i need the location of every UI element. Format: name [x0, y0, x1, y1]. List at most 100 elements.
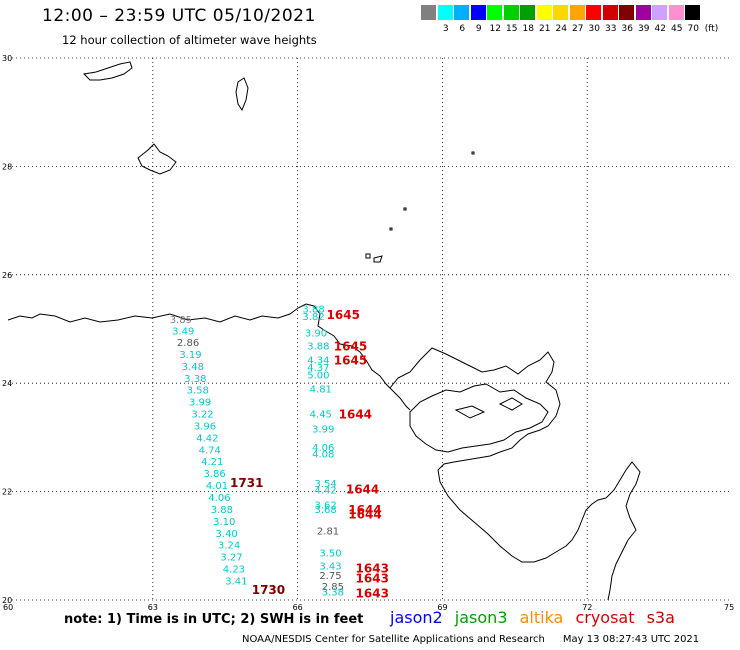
swh-value: 3.38 — [184, 374, 206, 385]
pass-time: 1643 — [356, 571, 389, 585]
scale-label: 70 — [687, 24, 699, 34]
map-title: 12:00 – 23:59 UTC 05/10/2021 — [42, 6, 316, 26]
swh-value: 4.06 — [208, 493, 230, 504]
scale-label: 27 — [572, 24, 584, 34]
scale-label: 30 — [588, 24, 600, 34]
swh-value: 3.24 — [218, 541, 240, 552]
swh-value: 4.37 — [307, 363, 329, 374]
latitude-label: 30 — [2, 54, 12, 63]
pass-time: 1644 — [348, 503, 381, 517]
scale-unit: (ft) — [704, 24, 719, 34]
scale-label: 9 — [475, 24, 482, 34]
scale-swatch — [619, 5, 635, 20]
scale-label: 33 — [605, 24, 617, 34]
longitude-label: 75 — [724, 603, 734, 612]
legend-altika: altika — [519, 608, 564, 627]
swh-value: 3.54 — [314, 479, 336, 490]
scale-swatch — [652, 5, 668, 20]
scale-swatch — [520, 5, 536, 20]
scale-swatch — [503, 5, 520, 20]
scale-swatch — [454, 5, 470, 20]
swh-value: 3.22 — [191, 410, 213, 421]
pass-time: 1643 — [356, 562, 389, 576]
scale-label: 3 — [442, 24, 449, 34]
swh-value: 3.82 — [302, 312, 324, 323]
swh-track-west: 3.853.492.863.193.483.383.583.993.223.96… — [170, 315, 248, 587]
swh-value: 3.43 — [319, 561, 341, 572]
scale-swatch — [421, 5, 437, 20]
latitude-label: 20 — [2, 596, 12, 605]
scale-swatch — [586, 5, 602, 20]
swh-value: 3.41 — [225, 576, 247, 587]
pass-time: 1644 — [348, 507, 381, 521]
footer-credit: NOAA/NESDIS Center for Satellite Applica… — [242, 634, 545, 645]
swh-value: 3.96 — [194, 421, 216, 432]
legend-jason3: jason3 — [454, 608, 508, 627]
pass-time: 1645 — [334, 339, 367, 353]
scale-label: 39 — [638, 24, 650, 34]
swh-value: 4.01 — [206, 481, 228, 492]
swh-value: 4.08 — [312, 450, 334, 461]
latitude-labels: 30 28 26 24 22 20 — [2, 54, 12, 605]
legend-jason2: jason2 — [390, 608, 443, 627]
pass-time: 1644 — [339, 408, 372, 422]
scale-swatch — [487, 5, 503, 20]
scale-swatch — [635, 5, 652, 20]
longitude-label: 60 — [3, 603, 13, 612]
latitude-label: 28 — [2, 162, 12, 171]
swh-value: 4.34 — [307, 355, 329, 366]
swh-value: 3.40 — [216, 529, 238, 540]
swh-value: 3.88 — [307, 341, 329, 352]
swh-value: 3.19 — [179, 350, 201, 361]
lat-lon-grid — [8, 57, 732, 601]
pass-time: 1644 — [346, 482, 379, 496]
longitude-label: 66 — [293, 603, 303, 612]
scale-swatch — [685, 5, 701, 20]
legend-cryosat: cryosat — [575, 608, 635, 627]
scale-label: 12 — [489, 24, 501, 34]
swh-value: 4.42 — [314, 485, 336, 496]
swh-value: 3.58 — [187, 386, 209, 397]
footer-timestamp: May 13 08:27:43 UTC 2021 — [562, 634, 700, 645]
longitude-label: 69 — [437, 603, 447, 612]
scale-swatch — [553, 5, 569, 20]
scale-swatch — [668, 5, 685, 20]
legend-s3a: s3a — [646, 608, 675, 627]
scale-label: 21 — [539, 24, 551, 34]
scale-swatch — [602, 5, 619, 20]
scale-swatch — [470, 5, 487, 20]
swh-value: 4.06 — [312, 443, 334, 454]
pass-time: 1730 — [252, 583, 285, 597]
swh-value: 4.74 — [199, 445, 221, 456]
swh-value: 3.50 — [319, 548, 341, 559]
swh-value: 3.49 — [172, 327, 194, 338]
scale-swatch — [569, 5, 586, 20]
map-subtitle: 12 hour collection of altimeter wave hei… — [62, 33, 317, 47]
latitude-label: 26 — [2, 271, 12, 280]
swh-value: 4.21 — [201, 457, 223, 468]
swh-value: 3.86 — [203, 469, 225, 480]
scale-swatch — [437, 5, 454, 20]
swh-value: 3.10 — [213, 517, 235, 528]
swh-value: 3.27 — [220, 553, 242, 564]
scale-label: 24 — [555, 24, 567, 34]
swh-value: 5.00 — [307, 371, 329, 382]
scale-label: 36 — [621, 24, 633, 34]
swh-value: 4.42 — [196, 433, 218, 444]
pass-time: 1731 — [230, 476, 263, 490]
swh-value: 3.90 — [305, 328, 327, 339]
swh-value: 4.81 — [310, 385, 332, 396]
scale-label: 18 — [522, 24, 534, 34]
swh-value: 2.85 — [322, 582, 344, 593]
units-note: note: 1) Time is in UTC; 2) SWH is in fe… — [64, 612, 364, 627]
swh-value: 3.62 — [314, 501, 336, 512]
swh-value: 3.48 — [182, 362, 204, 373]
swh-value: 3.68 — [314, 505, 336, 516]
pass-time: 1645 — [327, 308, 360, 322]
swh-track-east: 3.883.823.903.884.344.375.004.814.453.99… — [302, 304, 344, 598]
swh-value: 3.99 — [189, 398, 211, 409]
swh-value: 2.75 — [319, 571, 341, 582]
swh-value: 3.88 — [211, 505, 233, 516]
